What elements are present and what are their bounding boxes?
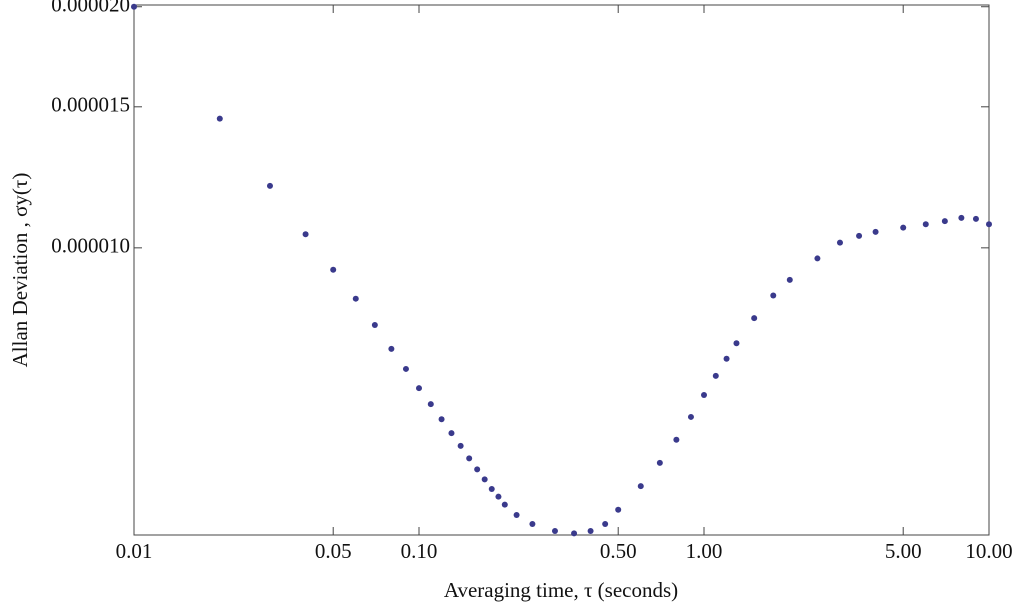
point: [958, 214, 965, 221]
x-tick-label: 0.01: [116, 539, 153, 563]
x-tick-label: 0.50: [600, 539, 637, 563]
point: [488, 485, 495, 492]
point: [615, 506, 622, 513]
point: [701, 392, 707, 399]
x-tick-label: 0.10: [401, 539, 438, 563]
y-tick-label: 0.000015: [51, 93, 130, 117]
point: [529, 521, 536, 528]
point: [587, 528, 594, 535]
point: [466, 455, 473, 462]
point: [216, 115, 223, 122]
plot-frame: [133, 4, 990, 536]
point: [481, 476, 488, 483]
point: [770, 292, 777, 299]
x-tick-label: 0.05: [315, 539, 352, 563]
x-tick-label: 1.00: [686, 539, 723, 563]
point: [495, 493, 502, 500]
point: [712, 372, 719, 379]
point: [856, 232, 863, 239]
y-axis-label: Allan Deviation , σy(τ): [8, 173, 32, 368]
point: [872, 228, 879, 235]
point: [687, 413, 694, 420]
point: [900, 224, 907, 231]
point: [673, 436, 680, 443]
point: [972, 215, 979, 222]
point: [266, 182, 273, 189]
point: [602, 521, 609, 528]
point: [438, 416, 445, 423]
x-tick-label: 10.00: [965, 539, 1012, 563]
x-axis-label: Averaging time, τ (seconds): [444, 578, 678, 602]
point: [388, 345, 395, 352]
point: [402, 365, 409, 372]
point: [474, 466, 481, 473]
point: [302, 231, 309, 238]
point: [330, 266, 337, 273]
point: [637, 483, 644, 490]
point: [352, 295, 359, 302]
point: [371, 322, 378, 329]
point: [551, 528, 558, 535]
point: [501, 501, 508, 508]
point: [571, 530, 578, 537]
point: [751, 315, 758, 322]
point: [922, 221, 929, 228]
point: [733, 340, 740, 347]
point: [986, 221, 992, 228]
point: [427, 401, 434, 408]
y-tick-label: 0.000010: [51, 234, 130, 258]
x-tick-label: 5.00: [885, 539, 922, 563]
point: [836, 239, 843, 246]
point: [513, 511, 520, 518]
point: [941, 218, 948, 225]
y-tick-label: 0.000020: [51, 0, 130, 17]
point: [814, 255, 821, 262]
point: [416, 385, 422, 392]
point: [448, 430, 455, 437]
point: [656, 459, 663, 466]
point: [131, 3, 137, 10]
point: [723, 355, 730, 362]
point: [786, 276, 793, 283]
point: [457, 442, 464, 449]
